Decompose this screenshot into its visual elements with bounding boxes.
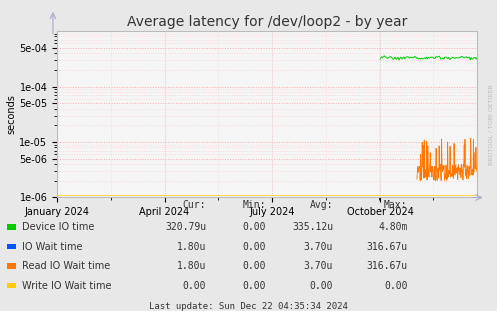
Text: 3.70u: 3.70u [304,242,333,252]
Text: 316.67u: 316.67u [366,242,408,252]
Text: 0.00: 0.00 [183,281,206,291]
Text: Read IO Wait time: Read IO Wait time [22,261,111,271]
Text: Cur:: Cur: [183,200,206,210]
Text: Max:: Max: [384,200,408,210]
Text: Avg:: Avg: [310,200,333,210]
Text: Write IO Wait time: Write IO Wait time [22,281,112,291]
Text: 0.00: 0.00 [243,242,266,252]
Text: 320.79u: 320.79u [165,222,206,232]
Text: 1.80u: 1.80u [177,242,206,252]
Text: Last update: Sun Dec 22 04:35:34 2024: Last update: Sun Dec 22 04:35:34 2024 [149,302,348,311]
Title: Average latency for /dev/loop2 - by year: Average latency for /dev/loop2 - by year [127,15,408,29]
Text: 1.80u: 1.80u [177,261,206,271]
Text: Min:: Min: [243,200,266,210]
Text: 0.00: 0.00 [243,222,266,232]
Text: Device IO time: Device IO time [22,222,95,232]
Text: 3.70u: 3.70u [304,261,333,271]
Text: 0.00: 0.00 [243,281,266,291]
Text: 0.00: 0.00 [384,281,408,291]
Text: 335.12u: 335.12u [292,222,333,232]
Text: RRDTOOL / TOBI OETIKER: RRDTOOL / TOBI OETIKER [488,84,493,165]
Y-axis label: seconds: seconds [6,94,16,134]
Text: 316.67u: 316.67u [366,261,408,271]
Text: IO Wait time: IO Wait time [22,242,83,252]
Text: 4.80m: 4.80m [378,222,408,232]
Text: 0.00: 0.00 [310,281,333,291]
Text: 0.00: 0.00 [243,261,266,271]
